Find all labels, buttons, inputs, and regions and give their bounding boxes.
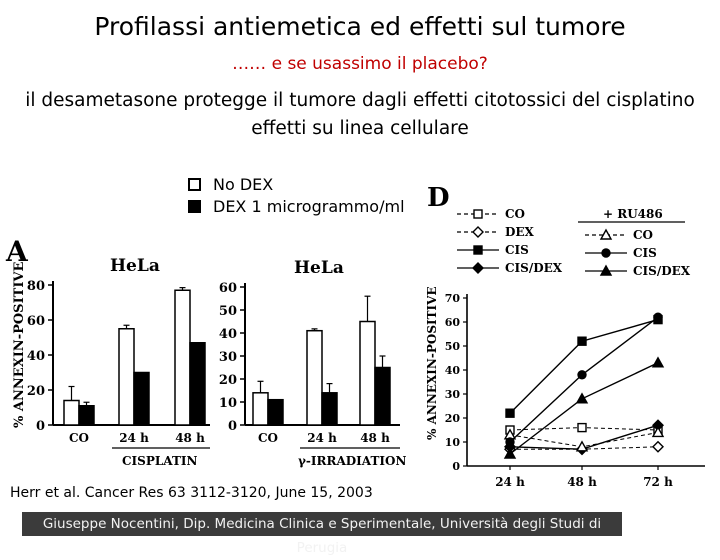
marker-filled-circle [577, 370, 587, 380]
marker-filled-circle [505, 437, 515, 447]
slide-subtitle: …… e se usassimo il placebo? [232, 54, 488, 74]
legend-no-dex: No DEX [188, 175, 273, 194]
legend-dex-label: DEX 1 microgrammo/ml [213, 197, 405, 216]
chart3-y-tick-label: 20 [445, 412, 461, 425]
chart1-category-label: CO [69, 431, 89, 445]
chart1-bar [174, 289, 191, 426]
chart1-bar [118, 328, 135, 426]
marker-filled-square [505, 408, 515, 418]
chart2-y-tick-label: 0 [228, 419, 237, 434]
marker-filled-circle [601, 248, 611, 258]
chart3-y-tick-label: 60 [445, 316, 461, 329]
chart1-title: HeLa [110, 256, 160, 276]
panel-a-label: A [5, 235, 29, 268]
chart2-bar [306, 329, 323, 426]
chart2-y-tick-label: 30 [219, 350, 237, 365]
chart2-y-tick-label: 40 [219, 327, 237, 342]
description-line-1: il desametasone protegge il tumore dagli… [25, 90, 695, 111]
chart2-category-label: 48 h [360, 431, 390, 445]
chart2-title: HeLa [294, 258, 344, 278]
legend-group-label: + RU486 [603, 207, 663, 221]
chart3-y-tick-label: 0 [452, 460, 460, 473]
chart1-y-tick-label: 80 [27, 279, 45, 294]
marker-open-diamond [472, 226, 484, 238]
legend-label: CIS/DEX [505, 261, 563, 275]
chart1-bar [189, 342, 206, 426]
chart1-category-label: 48 h [175, 431, 205, 445]
chart2-bar [359, 320, 376, 426]
marker-filled-triangle [503, 447, 517, 459]
chart3-x-tick-label: 48 h [567, 475, 597, 489]
panel-a-bar-charts: A HeLa HeLa % ANNEXIN-POSITIVE CISPLATIN… [5, 235, 406, 468]
legend-label: CO [505, 207, 525, 221]
marker-open-triangle [651, 425, 665, 438]
chart2-y-tick-label: 10 [219, 396, 237, 411]
chart1-ylabel: % ANNEXIN-POSITIVE [12, 262, 27, 428]
marker-filled-triangle [651, 356, 665, 368]
chart2-category-label: 24 h [307, 431, 337, 445]
chart2-bar [321, 392, 338, 426]
citation: Herr et al. Cancer Res 63 3112-3120, Jun… [10, 485, 373, 501]
chart3-y-tick-label: 10 [445, 436, 461, 449]
chart3-y-tick-label: 70 [445, 292, 461, 305]
legend-label: CIS [633, 246, 657, 260]
marker-open-square [473, 209, 483, 219]
chart3-x-tick-label: 24 h [495, 475, 525, 489]
chart1-y-tick-label: 60 [27, 314, 45, 329]
marker-filled-square [577, 336, 587, 346]
chart1-bar [78, 405, 95, 426]
chart1-y-tick-label: 0 [36, 419, 45, 434]
legend-no-dex-label: No DEX [213, 175, 274, 194]
chart1-category-label: 24 h [119, 431, 149, 445]
legend-filled-swatch [188, 200, 201, 213]
legend-dex: DEX 1 microgrammo/ml [188, 197, 405, 216]
chart1-bar [133, 371, 150, 426]
marker-open-square [577, 422, 587, 433]
legend-label: CIS [505, 243, 529, 257]
legend-open-swatch [188, 178, 201, 191]
chart3-y-tick-label: 30 [445, 388, 461, 401]
footer-bar: Giuseppe Nocentini, Dip. Medicina Clinic… [22, 512, 622, 556]
marker-filled-square [473, 245, 483, 255]
marker-filled-diamond [472, 262, 484, 274]
chart2-bar [374, 366, 391, 426]
legend-label: DEX [505, 225, 535, 239]
marker-filled-circle [653, 312, 663, 322]
description-line-2: effetti su linea cellulare [251, 118, 469, 139]
chart1-y-tick-label: 40 [27, 349, 45, 364]
legend-label: CIS/DEX [633, 264, 691, 278]
chart2-xlabel: γ-IRRADIATION [298, 454, 406, 468]
slide-title: Profilassi antiemetica ed effetti sul tu… [94, 12, 626, 41]
panel-d-label: D [427, 183, 450, 213]
chart2-bar [267, 398, 284, 426]
chart2-y-tick-label: 20 [219, 373, 237, 388]
panel-d-line-chart: D + RU486 % ANNEXIN-POSITIVE 0 10 20 30 40 50… [425, 183, 705, 489]
chart3-y-tick-label: 50 [445, 340, 461, 353]
chart2-category-label: CO [258, 431, 278, 445]
legend-label: CO [633, 228, 653, 242]
marker-filled-triangle [599, 264, 613, 276]
marker-open-triangle [599, 228, 613, 240]
chart1-bar [63, 399, 80, 426]
chart3-y-tick-label: 40 [445, 364, 461, 377]
marker-open-triangle [575, 440, 589, 452]
marker-filled-triangle [575, 392, 589, 404]
chart1-xlabel: CISPLATIN [122, 454, 197, 468]
chart2-y-tick-label: 60 [219, 281, 237, 296]
chart2-y-tick-label: 50 [219, 304, 237, 319]
chart3-x-tick-label: 72 h [643, 475, 673, 489]
chart2-bar [252, 392, 269, 426]
marker-open-diamond [652, 440, 664, 453]
chart3-ylabel: % ANNEXIN-POSITIVE [425, 286, 439, 440]
chart1-y-tick-label: 20 [27, 384, 45, 399]
